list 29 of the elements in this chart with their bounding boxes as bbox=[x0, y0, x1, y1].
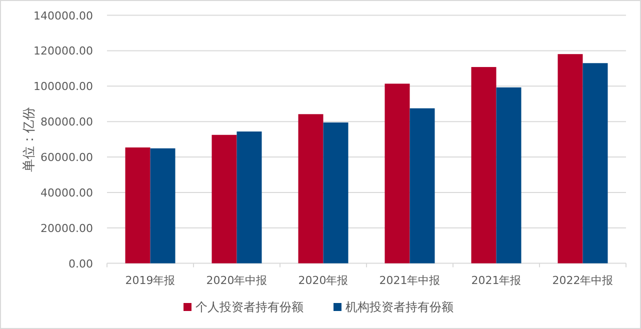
bar bbox=[496, 87, 522, 264]
y-tick-label: 120000.00 bbox=[34, 44, 93, 58]
y-tick-label: 80000.00 bbox=[40, 116, 93, 129]
y-tick-label: 100000.00 bbox=[34, 80, 93, 94]
bar bbox=[471, 67, 496, 264]
bar bbox=[558, 54, 583, 264]
bar bbox=[236, 132, 262, 264]
y-tick-label: 20000.00 bbox=[40, 222, 93, 235]
y-tick-label: 60000.00 bbox=[40, 151, 93, 164]
y-axis-title: 单位：亿份 bbox=[22, 106, 37, 172]
bar bbox=[582, 63, 608, 264]
bar bbox=[125, 147, 150, 264]
bar bbox=[323, 122, 348, 264]
x-tick-label: 2020年中报 bbox=[206, 274, 268, 287]
bar bbox=[212, 134, 237, 264]
bar bbox=[384, 84, 410, 264]
y-tick-label: 140000.00 bbox=[34, 9, 93, 22]
bar bbox=[150, 148, 176, 264]
legend-label: 机构投资者持有份额 bbox=[346, 300, 454, 314]
y-tick-label: 0.00 bbox=[68, 257, 93, 270]
legend-label: 个人投资者持有份额 bbox=[196, 300, 304, 314]
x-tick-label: 2021年报 bbox=[471, 274, 522, 287]
x-tick-label: 2020年报 bbox=[298, 274, 348, 287]
x-tick-label: 2021年中报 bbox=[379, 274, 440, 287]
y-tick-label: 40000.00 bbox=[40, 186, 93, 200]
bar bbox=[410, 108, 435, 264]
x-tick-label: 2019年报 bbox=[125, 274, 176, 287]
bar bbox=[298, 114, 324, 264]
x-tick-label: 2022年中报 bbox=[552, 274, 614, 287]
